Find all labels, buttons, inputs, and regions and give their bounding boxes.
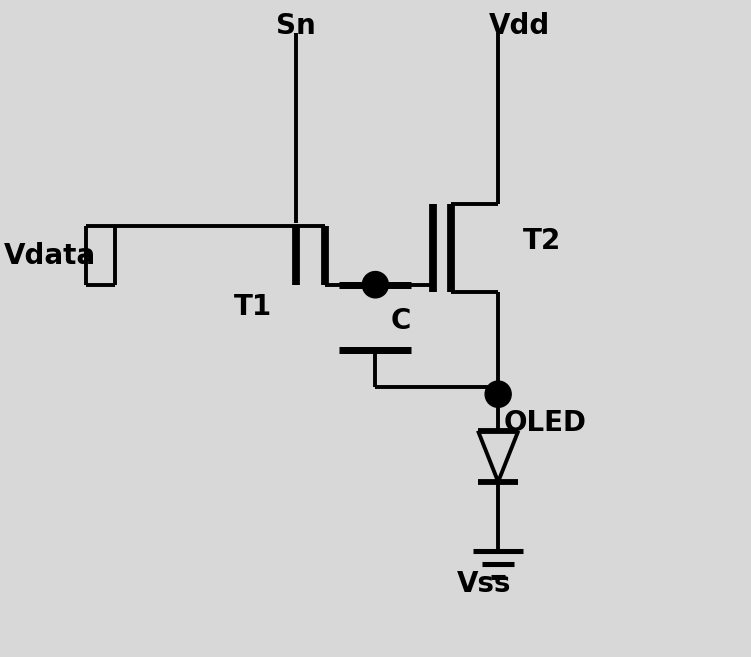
Text: T1: T1 — [234, 292, 272, 321]
Text: Vdd: Vdd — [489, 12, 550, 39]
Text: Vss: Vss — [457, 570, 511, 598]
Circle shape — [362, 271, 388, 298]
Text: C: C — [391, 307, 411, 335]
Circle shape — [485, 381, 511, 407]
Text: Sn: Sn — [276, 12, 315, 39]
Text: T2: T2 — [523, 227, 561, 255]
Text: OLED: OLED — [504, 409, 587, 438]
Text: Vdata: Vdata — [5, 242, 96, 269]
